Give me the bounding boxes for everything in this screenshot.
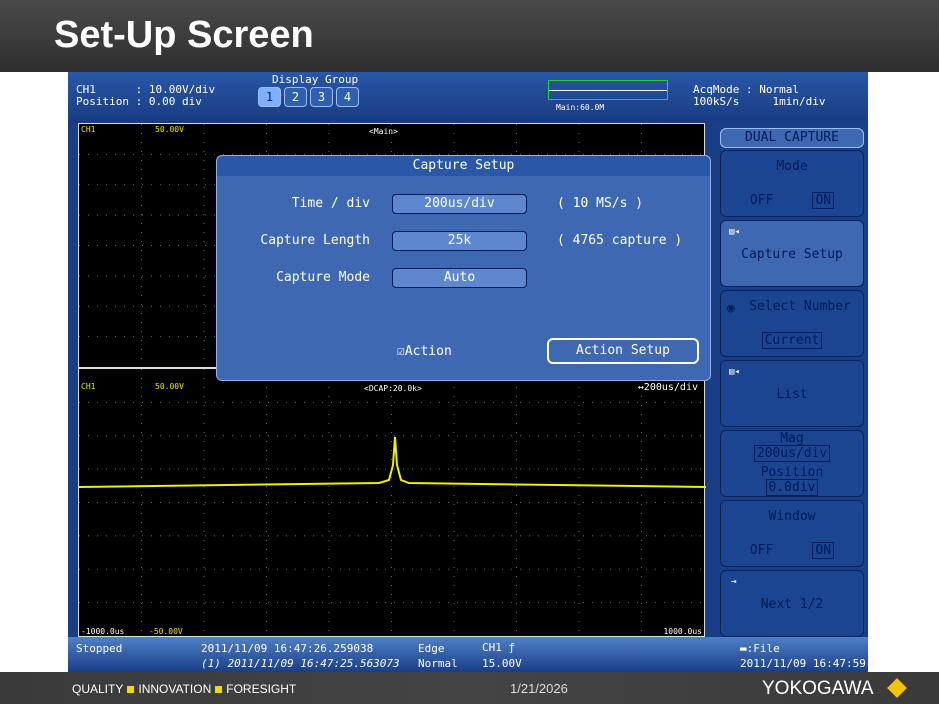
capture-setup-softkey[interactable]: ▤◂ Capture Setup [720,220,864,287]
window-off: OFF [749,543,774,558]
capture-setup-dialog: Capture Setup Time / div 200us/div ( 10 MS… [216,155,711,381]
position-value: 0.0div [765,479,819,496]
oscilloscope-screen: CH1 : 10.00V/div Position : 0.00 div Dis… [68,72,868,672]
submenu-icon: ▤◂ [729,367,740,377]
window-label: Window [768,509,816,524]
upper-label: <Main> [369,127,398,136]
record-overview [548,80,668,100]
mag-position-softkey[interactable]: Mag 200us/div Position 0.0div [720,430,864,497]
select-number-label: Select Number [749,299,851,314]
knob-icon: ◉ [727,301,735,316]
slide-footer: QUALITY INNOVATION FORESIGHT 1/21/2026 YOK… [0,672,939,704]
capture-mode-field[interactable]: Auto [392,268,527,288]
yokogawa-logo: YOKOGAWA [762,678,874,699]
sample-rate-note: ( 10 MS/s ) [557,196,644,211]
lower-tleft: -1000.0us [81,627,125,636]
upper-ch: CH1 [81,125,96,134]
mag-label: Mag [780,431,804,446]
lower-tdiv: ↔200us/div [637,382,698,393]
next-softkey[interactable]: ⇥ Next 1/2 [720,570,864,637]
softkey-menu: DUAL CAPTURE Mode OFF ON ▤◂ Capture Setup … [720,128,864,640]
slide-title: Set-Up Screen [54,14,314,56]
dialog-title: Capture Setup [217,156,710,176]
window-softkey[interactable]: Window OFF ON [720,500,864,567]
select-number-value: Current [761,332,823,349]
list-softkey[interactable]: ▤◂ List [720,360,864,427]
lower-vbot: -50.00V [149,627,183,636]
capture-mode-row: Capture Mode Auto [217,268,712,290]
mode-on: ON [812,192,835,209]
list-label: List [776,387,808,402]
trigger-level: 15.00V [482,657,522,670]
lower-vtop: 50.00V [155,382,184,391]
capture-mode-label: Capture Mode [276,270,370,285]
lower-ch: CH1 [81,382,96,391]
trigger-time: 2011/11/09 16:47:26.259038 [201,642,374,655]
mode-off: OFF [749,193,774,208]
mode-label: Mode [776,159,808,174]
capture-length-row: Capture Length 25k ( 4765 capture ) [217,231,712,253]
next-label: Next 1/2 [760,597,824,612]
acq-mode: AcqMode : Normal [693,83,799,96]
capture-count-note: ( 4765 capture ) [557,233,683,248]
ch-scale: CH1 : 10.00V/div [76,83,216,96]
sample-rate: 100kS/s 1min/div [693,95,826,108]
capture-time: (1) 2011/11/09 16:47:25.563073 [201,657,400,670]
trigger-mode: Normal [418,657,458,670]
logo-diamond-icon [887,678,907,698]
display-group-4[interactable]: 4 [336,87,359,107]
display-group-3[interactable]: 3 [310,87,333,107]
top-info-bar: CH1 : 10.00V/div Position : 0.00 div Dis… [68,72,868,122]
overview-label: Main:60.0M [556,103,605,112]
display-group-1[interactable]: 1 [258,87,281,107]
file-indicator: ▬:File [740,642,780,655]
upper-vtop: 50.00V [155,125,184,134]
window-on: ON [812,542,835,559]
mode-softkey[interactable]: Mode OFF ON [720,150,864,217]
slide-date: 1/21/2026 [510,681,568,696]
submenu-icon: ▤◂ [729,227,740,237]
time-div-row: Time / div 200us/div ( 10 MS/s ) [217,194,712,216]
tagline: QUALITY INNOVATION FORESIGHT [72,682,297,696]
capture-length-label: Capture Length [260,233,370,248]
action-setup-button[interactable]: Action Setup [547,338,699,364]
dcap-waveform-area: CH1 50.00V <DCAP:20.0k> ↔200us/div -1000… [78,368,706,637]
capture-setup-label: Capture Setup [741,247,843,262]
time-div-label: Time / div [291,196,370,211]
position-label: Position [760,465,824,480]
trigger-source: CH1 ƒ [482,641,516,654]
select-number-softkey[interactable]: ◉ Select Number Current [720,290,864,357]
lower-tright: 1000.0us [663,627,702,636]
slide-header: Set-Up Screen [0,0,939,72]
mag-value: 200us/div [753,445,831,462]
action-checkbox[interactable]: ☑Action [397,344,452,359]
time-div-field[interactable]: 200us/div [392,194,527,214]
clock: 2011/11/09 16:47:59 [740,657,866,670]
action-label: Action [404,344,452,359]
waveform-trace [79,436,706,488]
acq-state: Stopped [76,642,123,655]
trigger-type: Edge [418,642,445,655]
next-page-icon: ⇥ [731,577,737,587]
capture-length-field[interactable]: 25k [392,231,527,251]
checkbox-icon: ☑ [397,344,405,359]
status-bar: Stopped 2011/11/09 16:47:26.259038 (1) 2… [68,637,868,672]
display-group-label: Display Group [272,73,359,86]
display-group-2[interactable]: 2 [284,87,307,107]
menu-title: DUAL CAPTURE [720,128,864,148]
lower-label: <DCAP:20.0k> [364,384,422,393]
ch-position: Position : 0.00 div [76,95,202,108]
